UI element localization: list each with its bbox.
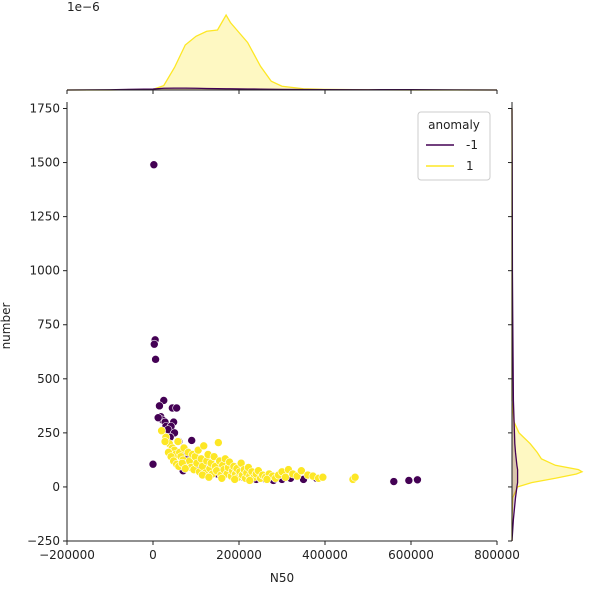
scatter-point-anomaly-pos1 xyxy=(214,438,223,447)
y-axis-label: number xyxy=(0,303,13,350)
scatter-point-anomaly-pos1 xyxy=(160,437,170,446)
scatter-point-anomaly-pos1 xyxy=(204,472,214,482)
x-tick-label: −200000 xyxy=(39,548,95,562)
scatter-point-anomaly-pos1 xyxy=(157,426,166,436)
y-tick-label: 250 xyxy=(37,426,60,440)
scatter-point-anomaly-pos1 xyxy=(173,437,183,446)
legend-box xyxy=(417,111,491,181)
scatter-point-anomaly-pos1 xyxy=(262,475,272,484)
main-scatter-plot: −200000 0 200000 400000 600000 800000 −250 0 25… xyxy=(0,101,520,585)
right-kde-fill-neg1 xyxy=(512,108,518,542)
top-kde-line-pos1 xyxy=(67,13,497,91)
x-tick-label: 600000 xyxy=(388,548,434,562)
x-tick-label: 0 xyxy=(149,548,157,562)
y-tick-label: 0 xyxy=(52,480,60,494)
y-tick-label: 750 xyxy=(37,318,60,332)
right-kde-fill-pos1 xyxy=(512,108,582,542)
scatter-point-anomaly-neg1 xyxy=(413,475,422,485)
scatter-point-anomaly-pos1 xyxy=(281,472,290,482)
scatter-point-anomaly-neg1 xyxy=(149,339,159,349)
scatter-point-anomaly-pos1 xyxy=(199,441,209,451)
legend-title: anomaly xyxy=(428,118,480,132)
scatter-point-anomaly-pos1 xyxy=(297,466,306,476)
scatter-point-anomaly-neg1 xyxy=(155,401,164,411)
y-tick-label: 1000 xyxy=(29,264,60,278)
y-tick-label: −250 xyxy=(27,534,60,548)
y-tick-label: 1750 xyxy=(29,101,60,115)
scatter-point-anomaly-pos1 xyxy=(217,473,227,483)
top-marginal-exponent-label: 1e−6 xyxy=(67,0,100,14)
scatter-point-anomaly-neg1 xyxy=(172,403,181,413)
right-marginal-kde xyxy=(508,102,584,542)
top-kde-fill-pos1 xyxy=(67,15,497,90)
scatter-point-anomaly-neg1 xyxy=(148,459,158,469)
scatter-point-anomaly-pos1 xyxy=(230,475,239,484)
legend: anomaly -1 1 xyxy=(417,111,491,181)
legend-label-pos1: 1 xyxy=(466,159,474,173)
scatter-point-anomaly-pos1 xyxy=(350,472,360,482)
y-tick-label: 1500 xyxy=(29,156,60,170)
x-axis-label: N50 xyxy=(270,571,294,585)
scatter-point-anomaly-neg1 xyxy=(153,413,163,423)
x-tick-label: 200000 xyxy=(216,548,262,562)
scatter-point-anomaly-pos1 xyxy=(318,472,328,482)
y-tick-label: 1250 xyxy=(29,210,60,224)
y-tick-label: 500 xyxy=(37,372,60,386)
scatter-point-anomaly-neg1 xyxy=(149,160,159,170)
x-tick-label: 800000 xyxy=(474,548,520,562)
scatter-point-anomaly-neg1 xyxy=(151,355,160,364)
top-marginal-kde: 1e−6 xyxy=(66,0,498,94)
scatter-point-anomaly-neg1 xyxy=(404,476,414,485)
legend-label-neg1: -1 xyxy=(466,138,478,152)
scatter-point-anomaly-neg1 xyxy=(187,436,196,445)
scatter-point-anomaly-pos1 xyxy=(245,476,255,485)
x-tick-label: 400000 xyxy=(302,548,348,562)
scatter-point-anomaly-pos1 xyxy=(180,464,190,473)
scatter-point-anomaly-neg1 xyxy=(389,477,399,486)
right-kde-line-neg1 xyxy=(511,108,519,542)
